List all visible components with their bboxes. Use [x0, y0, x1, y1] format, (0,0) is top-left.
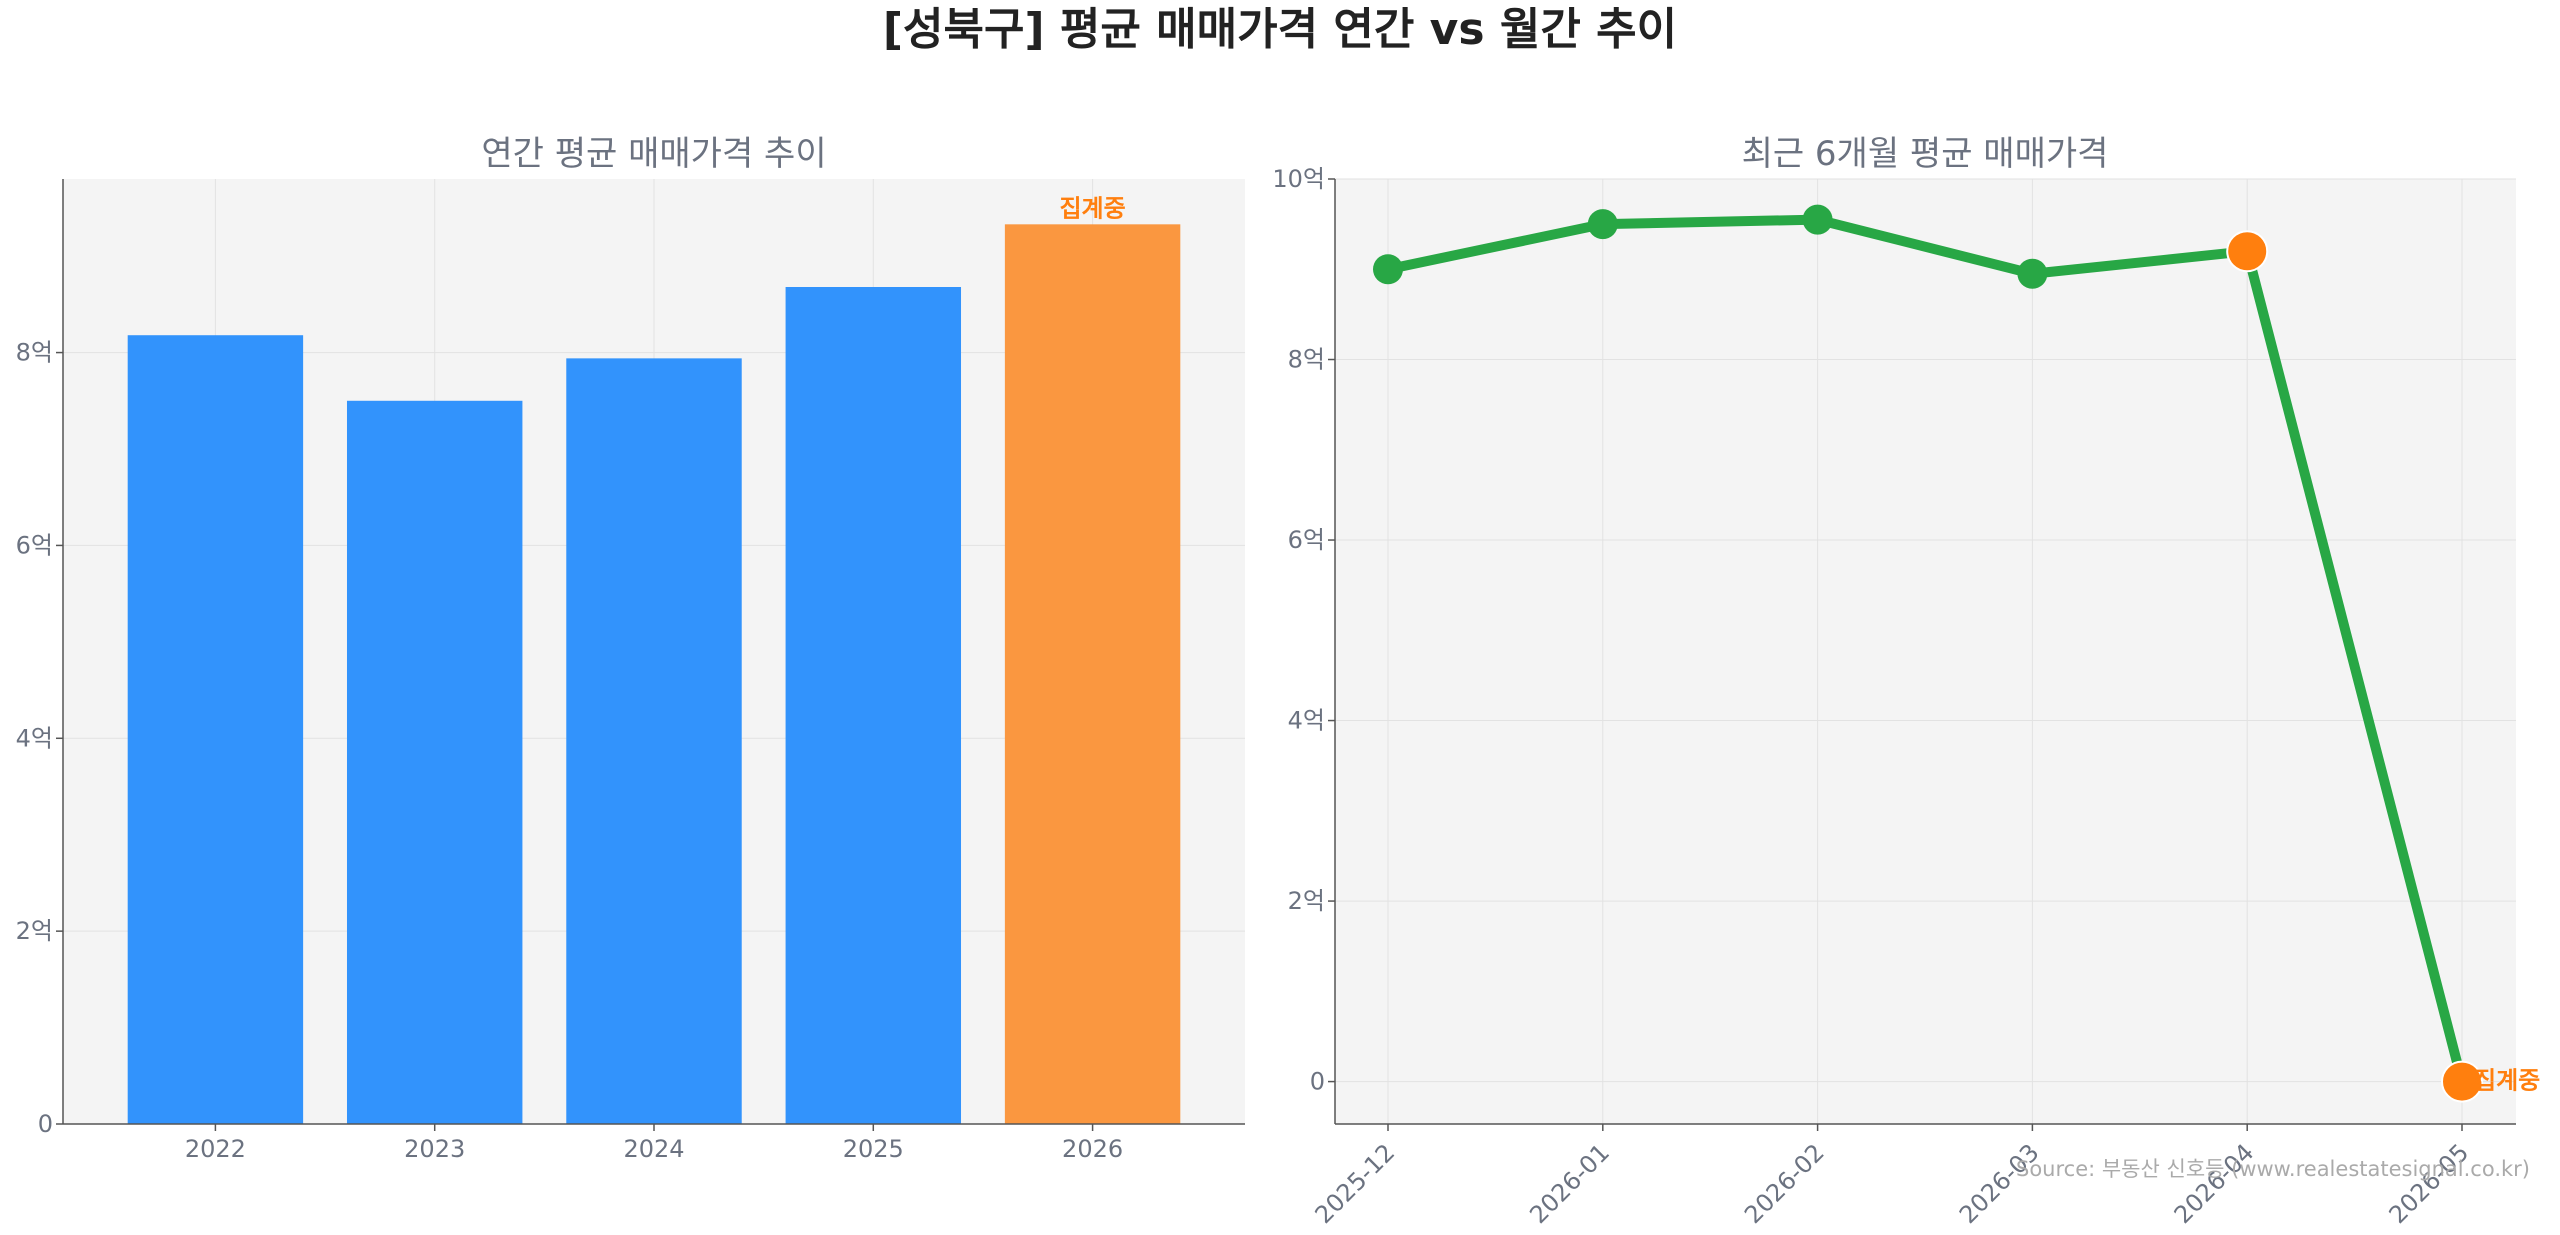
point-2025-12: [1373, 254, 1403, 285]
monthly-x-tick-label: 2025-12: [1310, 1138, 1401, 1229]
annual-y-tick-label: 4억: [16, 724, 53, 752]
monthly-chart-title: 최근 6개월 평균 매매가격: [1742, 134, 2109, 174]
bar-2024: [566, 358, 742, 1124]
monthly-x-tick-label: 2026-05: [2384, 1138, 2475, 1229]
bar-2026: [1004, 224, 1181, 1125]
bar-2023: [346, 400, 523, 1124]
monthly-x-tick-label: 2026-01: [1524, 1138, 1615, 1229]
source-credit: Source: 부동산 신호등 (www.realestatesignal.co…: [2016, 1157, 2530, 1181]
annual-y-tick-label: 6억: [16, 531, 53, 559]
monthly-y-tick-label: 8억: [1288, 346, 1325, 374]
monthly-y-tick-label: 10억: [1272, 165, 1325, 193]
bar-2025: [785, 287, 962, 1124]
monthly-x-tick-label: 2026-04: [2169, 1138, 2260, 1229]
annual-y-tick-label: 2억: [16, 917, 53, 945]
annual-chart-title: 연간 평균 매매가격 추이: [481, 134, 826, 174]
monthly-chart-panel: 0 2억 4억 6억 8억 10억 2025-12 2026-01 2026-02 2026-0…: [1272, 134, 2540, 1229]
monthly-series: [1373, 204, 2483, 1103]
point-2026-02: [1802, 204, 1833, 235]
monthly-x-tick-label: 2026-02: [1739, 1138, 1830, 1229]
annual-x-tick-label: 2023: [404, 1135, 465, 1163]
point-2026-01: [1587, 209, 1618, 240]
monthly-y-tick-label: 4억: [1288, 707, 1325, 735]
annual-y-tick-label: 0: [38, 1110, 53, 1138]
annual-x-tick-label: 2022: [185, 1135, 246, 1163]
point-2026-05: [2441, 1060, 2483, 1103]
point-2026-03: [2017, 258, 2048, 289]
bar-2022: [127, 335, 304, 1124]
annual-annotation-label: 집계중: [1059, 194, 1125, 222]
figure-title: [성북구] 평균 매매가격 연간 vs 월간 추이: [883, 4, 1677, 55]
annual-x-tick-label: 2025: [843, 1135, 904, 1163]
annual-x-tick-label: 2026: [1062, 1135, 1123, 1163]
annual-x-tick-labels: 2022 2023 2024 2025 2026: [185, 1124, 1123, 1163]
monthly-x-tick-label: 2026-03: [1954, 1138, 2045, 1229]
annual-chart-panel: 0 2억 4억 6억 8억 2022 2023 2024 2025 2026 연간 평균 매매가…: [16, 134, 1245, 1163]
monthly-plot-area: [1335, 179, 2516, 1124]
annual-bars: [127, 224, 1181, 1125]
annual-y-tick-label: 8억: [16, 339, 53, 367]
monthly-price-line: [1383, 214, 2467, 1087]
monthly-y-tick-label: 6억: [1288, 526, 1325, 554]
annual-y-tick-labels: 0 2억 4억 6억 8억: [16, 339, 63, 1138]
monthly-annotation-label: 집계중: [2474, 1067, 2540, 1095]
point-2026-04: [2226, 230, 2269, 273]
monthly-y-tick-labels: 0 2억 4억 6억 8억 10억: [1272, 165, 1335, 1096]
monthly-y-tick-label: 0: [1310, 1068, 1325, 1096]
annual-x-tick-label: 2024: [623, 1135, 684, 1163]
monthly-y-tick-label: 2억: [1288, 887, 1325, 915]
